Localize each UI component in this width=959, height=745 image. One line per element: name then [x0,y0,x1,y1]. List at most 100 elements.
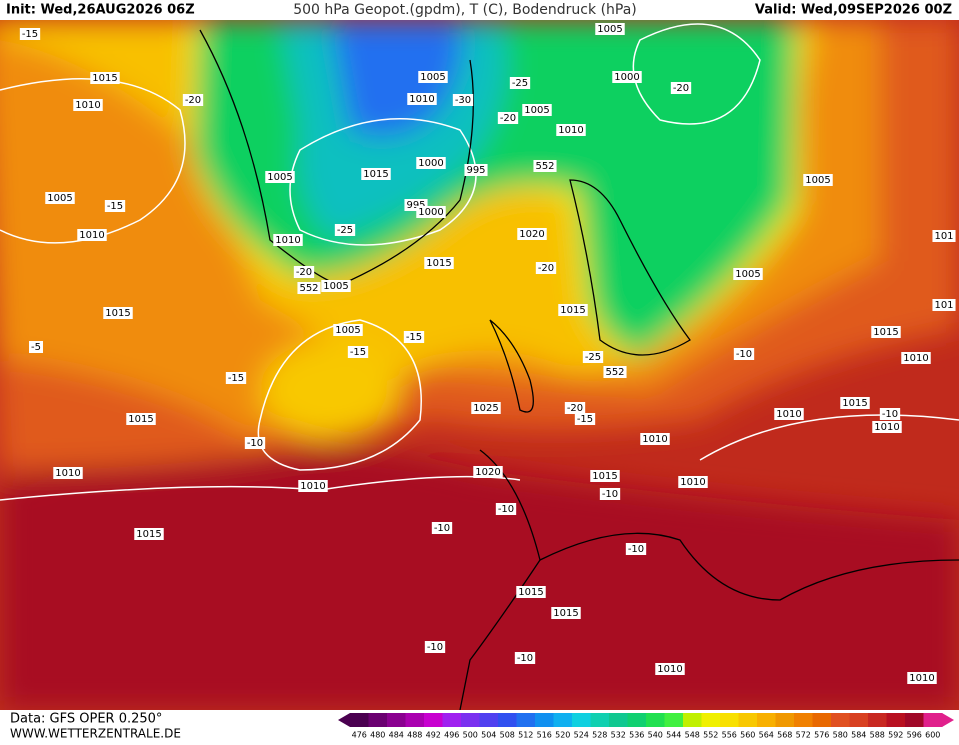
map-label: -20 [538,263,554,274]
label-box [471,402,501,414]
colorbar-label: 516 [537,731,552,740]
map-label: -15 [406,332,422,343]
colorbar-cell [479,713,499,727]
map-label: 1010 [55,468,80,479]
label-box [840,397,870,409]
map-label: 1005 [335,325,360,336]
label-box [879,408,901,420]
label-box [678,476,708,488]
label-box [333,324,363,336]
label-box [182,94,204,106]
label-box [473,466,503,478]
map-label: 101 [934,231,953,242]
label-box [556,124,586,136]
map-label: -10 [602,489,618,500]
map-label: 1015 [136,529,161,540]
map-label: -10 [434,523,450,534]
colorbar-label: 576 [814,731,829,740]
label-box [361,168,391,180]
colorbar-label: 560 [740,731,755,740]
map-label: 1010 [79,230,104,241]
label-box [595,23,625,35]
map-label: 552 [535,161,554,172]
label-box [551,607,581,619]
colorbar-label: 496 [444,731,459,740]
label-box [590,470,620,482]
label-box [334,224,356,236]
map-label: -30 [455,95,471,106]
map-label: -10 [427,642,443,653]
label-box [298,480,328,492]
colorbar-cell [701,713,721,727]
map-label: 1010 [776,409,801,420]
map-label: 1010 [909,673,934,684]
colorbar-label: 548 [685,731,700,740]
label-box [225,372,247,384]
map-label: 1010 [903,353,928,364]
colorbar-label: 544 [666,731,681,740]
colorbar-cell [442,713,462,727]
colorbar-cell [535,713,554,727]
header-bar [0,0,959,20]
map-label: 1015 [105,308,130,319]
map-label: -15 [577,414,593,425]
colorbar-cell [775,713,795,727]
map-label: 1015 [553,608,578,619]
label-box [297,282,321,294]
colorbar-label: 488 [407,731,422,740]
map-label: 1000 [614,72,639,83]
label-box [347,346,369,358]
label-box [582,351,604,363]
colorbar-label: 532 [611,731,626,740]
label-box [73,99,103,111]
label-box [29,341,43,353]
colorbar-label: 480 [370,731,385,740]
label-box [424,257,454,269]
label-box [103,307,133,319]
colorbar-label: 484 [389,731,404,740]
data-source: Data: GFS OPER 0.250° [10,712,162,727]
colorbar-arrow-left [338,713,350,727]
label-box [625,543,647,555]
colorbar-label: 584 [851,731,866,740]
colorbar-cell [461,713,480,727]
label-box [53,467,83,479]
colorbar-cell [849,713,869,727]
map-label: -20 [567,403,583,414]
map-label: 1010 [874,422,899,433]
label-box [640,433,670,445]
label-box [45,192,75,204]
label-box [871,326,901,338]
colorbar-cell [794,713,813,727]
label-box [265,171,295,183]
label-box [416,157,446,169]
label-box [901,352,931,364]
colorbar-label: 568 [777,731,792,740]
colorbar-label: 556 [722,731,737,740]
label-box [655,663,685,675]
map-label: -25 [337,225,353,236]
map-label: 1005 [524,105,549,116]
colorbar-cell [516,713,536,727]
map-label: 995 [406,200,425,211]
map-label: 1010 [680,477,705,488]
colorbar-label: 540 [648,731,663,740]
colorbar-cell [646,713,665,727]
label-box [907,672,937,684]
label-box [603,366,627,378]
map-label: -5 [31,342,41,353]
map: 1015 1010 -20 1005 -15 1010 1015 -15 1005 1015 100… [0,20,959,710]
map-label: 1015 [873,327,898,338]
colorbar-cell [923,713,943,727]
label-box [495,503,517,515]
map-label: 552 [605,367,624,378]
colorbar-cell [627,713,647,727]
label-box [803,174,833,186]
map-label: -15 [107,201,123,212]
colorbar-cell [350,713,369,727]
label-box [244,437,266,449]
label-box [464,164,488,176]
map-label: 1020 [475,467,500,478]
label-box [670,82,692,94]
label-box [558,304,588,316]
